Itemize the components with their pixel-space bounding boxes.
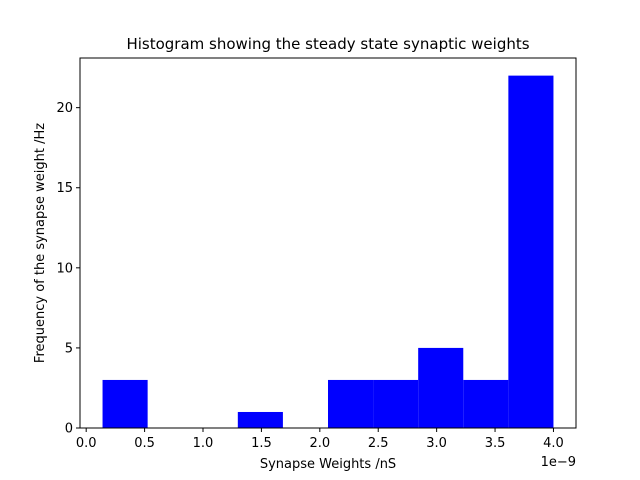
x-tick-label-0: 0.0: [76, 436, 97, 451]
x-tick-label-4: 2.0: [309, 436, 330, 451]
histogram-bar-9: [508, 75, 554, 428]
y-tick-label-4: 20: [56, 101, 73, 116]
y-axis-label: Frequency of the synapse weight /Hz: [33, 123, 48, 363]
x-tick-label-3: 1.5: [251, 436, 272, 451]
x-tick-label-5: 2.5: [368, 436, 389, 451]
x-tick-label-7: 3.5: [485, 436, 506, 451]
y-tick-label-1: 5: [65, 341, 73, 356]
x-tick-label-1: 0.5: [134, 436, 155, 451]
y-ticks-group: 0 5 10 15 20: [56, 101, 80, 437]
x-tick-label-8: 4.0: [543, 436, 564, 451]
x-ticks-group: 0.0 0.5 1.0 1.5 2.0 2.5 3.0 3.5 4.0: [76, 428, 564, 451]
histogram-bar-6: [373, 379, 419, 428]
histogram-bar-5: [328, 379, 374, 428]
histogram-bar-7: [418, 347, 464, 428]
x-offset-label: 1e−9: [541, 455, 576, 470]
bars-group: [102, 75, 554, 428]
histogram-bar-3: [237, 411, 283, 428]
chart-title: Histogram showing the steady state synap…: [126, 35, 529, 53]
y-tick-label-3: 15: [56, 181, 73, 196]
x-tick-label-2: 1.0: [193, 436, 214, 451]
y-tick-label-0: 0: [65, 422, 73, 437]
histogram-bar-8: [463, 379, 509, 428]
histogram-bar-0: [102, 379, 148, 428]
x-tick-label-6: 3.0: [426, 436, 447, 451]
x-axis-label: Synapse Weights /nS: [260, 457, 396, 472]
plot-frame: [79, 57, 577, 429]
y-tick-label-2: 10: [56, 261, 73, 276]
